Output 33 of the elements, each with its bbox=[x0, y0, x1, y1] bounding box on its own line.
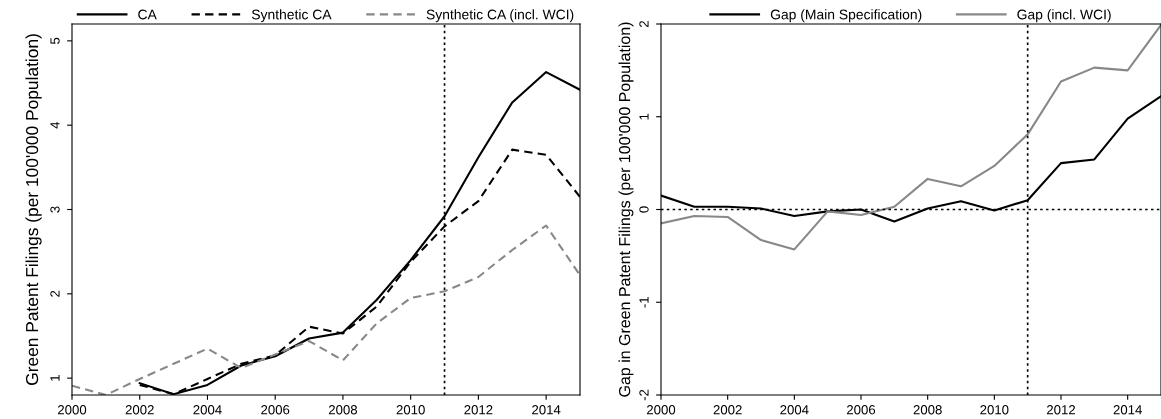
x-tick-label: 2004 bbox=[780, 405, 809, 415]
x-tick-label: 2008 bbox=[913, 405, 942, 415]
x-tick-label: 2000 bbox=[57, 405, 87, 415]
legend-label: Synthetic CA bbox=[251, 9, 332, 23]
y-tick-label: 1 bbox=[50, 375, 60, 381]
legend-label: Gap (Main Specification) bbox=[770, 9, 922, 23]
y-tick-label: 1 bbox=[639, 113, 649, 120]
legend-label: Synthetic CA (incl. WCI) bbox=[426, 9, 574, 23]
y-tick-label: -2 bbox=[639, 389, 649, 401]
x-tick-label: 2010 bbox=[396, 405, 425, 415]
y-tick-label: 4 bbox=[50, 121, 60, 129]
y-tick-label: 2 bbox=[50, 290, 60, 297]
x-tick-label: 2008 bbox=[328, 405, 358, 415]
legend-label: CA bbox=[138, 9, 157, 20]
y-axis-title: Gap in Green Patent Filings (per 100'000 Population) bbox=[618, 22, 634, 397]
x-tick-label: 2004 bbox=[193, 405, 222, 415]
x-tick-label: 2014 bbox=[532, 405, 561, 415]
y-tick-label: 2 bbox=[639, 20, 649, 27]
x-tick-label: 2000 bbox=[646, 405, 676, 415]
legend-label: Gap (incl. WCI) bbox=[1017, 9, 1111, 23]
x-tick-label: 2010 bbox=[980, 405, 1009, 415]
y-tick-label: 0 bbox=[639, 206, 649, 213]
x-tick-label: 2006 bbox=[261, 405, 290, 415]
y-tick-label: 3 bbox=[50, 206, 60, 213]
x-tick-label: 2002 bbox=[713, 405, 742, 415]
x-tick-label: 2012 bbox=[464, 405, 493, 415]
y-axis-title: Green Patent Filings (per 100'000 Population) bbox=[25, 34, 42, 385]
x-tick-label: 2006 bbox=[846, 405, 876, 415]
x-tick-label: 2012 bbox=[1046, 405, 1076, 415]
x-tick-label: 2014 bbox=[1113, 405, 1142, 415]
x-tick-label: 2002 bbox=[125, 405, 154, 415]
y-tick-label: -1 bbox=[639, 297, 649, 308]
y-tick-label: 5 bbox=[50, 37, 60, 44]
